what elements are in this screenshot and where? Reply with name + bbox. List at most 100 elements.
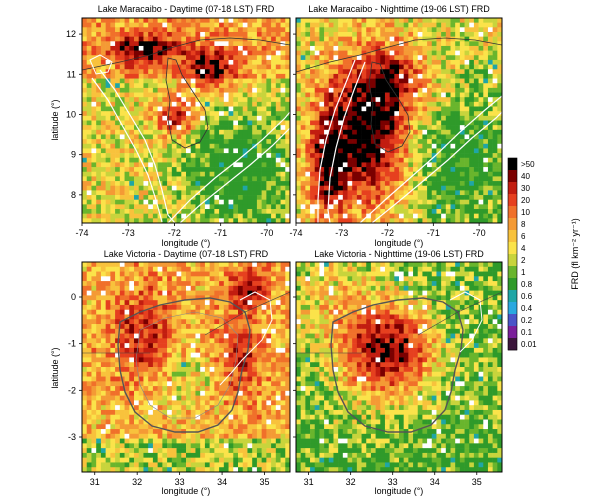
heatmap-cell — [110, 367, 116, 373]
heatmap-cell — [314, 185, 320, 191]
heatmap-cell — [209, 304, 215, 311]
heatmap-cell — [214, 213, 220, 219]
heatmap-cell — [319, 134, 325, 140]
heatmap-cell — [261, 129, 267, 135]
heatmap-cell — [134, 153, 140, 159]
heatmap-cell — [148, 300, 154, 306]
heatmap-cell — [233, 50, 239, 56]
heatmap-cell — [143, 111, 149, 117]
heatmap-cell — [129, 73, 135, 79]
heatmap-cell — [171, 176, 177, 182]
heatmap-cell — [176, 73, 182, 79]
heatmap-cell — [162, 362, 168, 368]
heatmap-cell — [186, 97, 192, 103]
heatmap-cell — [171, 276, 177, 282]
heatmap-cell — [219, 115, 225, 121]
heatmap-cell — [233, 101, 239, 107]
heatmap-cell — [115, 276, 121, 282]
heatmap-cell — [487, 162, 493, 168]
heatmap-cell — [138, 357, 144, 363]
heatmap-cell — [338, 218, 344, 223]
heatmap-cell — [242, 209, 248, 214]
heatmap-cell — [431, 41, 437, 47]
heatmap-cell — [492, 27, 498, 33]
heatmap-cell — [209, 199, 215, 205]
heatmap-cell — [324, 181, 330, 187]
heatmap-cell — [352, 153, 358, 159]
heatmap-cell — [167, 64, 173, 70]
heatmap-cell — [247, 319, 253, 325]
heatmap-cell — [459, 111, 465, 117]
heatmap-cell — [256, 106, 262, 112]
heatmap-cell — [190, 171, 196, 177]
heatmap-cell — [115, 266, 121, 272]
heatmap-cell — [487, 195, 493, 201]
heatmap-cell — [247, 92, 253, 98]
heatmap-cell — [252, 87, 258, 93]
heatmap-cell — [110, 357, 116, 363]
heatmap-cell — [464, 31, 470, 37]
heatmap-cell — [338, 209, 344, 214]
heatmap-cell — [469, 27, 475, 33]
heatmap-cell — [167, 171, 173, 177]
heatmap-cell — [115, 352, 121, 358]
heatmap-cell — [181, 357, 187, 363]
heatmap-cell — [86, 281, 92, 287]
heatmap-cell — [436, 139, 442, 145]
heatmap-cell — [228, 101, 234, 107]
heatmap-cell — [455, 176, 461, 182]
heatmap-cell — [296, 92, 301, 98]
heatmap-cell — [219, 285, 225, 291]
heatmap-cell — [115, 209, 121, 214]
heatmap-cell — [110, 324, 116, 330]
heatmap-cell — [370, 97, 376, 103]
heatmap-cell — [119, 106, 125, 112]
heatmap-cell — [200, 333, 206, 339]
heatmap-cell — [110, 55, 116, 61]
heatmap-cell — [296, 171, 301, 177]
heatmap-cell — [384, 176, 390, 182]
heatmap-cell — [352, 162, 358, 168]
heatmap-cell — [394, 83, 400, 89]
heatmap-cell — [119, 319, 125, 325]
heatmap-cell — [275, 171, 281, 177]
heatmap-cell — [96, 18, 102, 23]
heatmap-cell — [138, 36, 144, 42]
heatmap-cell — [352, 148, 358, 154]
heatmap-cell — [228, 148, 234, 154]
heatmap-cell — [157, 338, 163, 344]
heatmap-cell — [124, 333, 130, 339]
heatmap-cell — [375, 190, 381, 196]
heatmap-cell — [431, 31, 437, 37]
heatmap-cell — [204, 357, 210, 363]
heatmap-cell — [296, 115, 301, 121]
heatmap-cell — [338, 31, 344, 37]
heatmap-cell — [266, 78, 272, 84]
heatmap-cell — [300, 190, 306, 196]
heatmap-cell — [408, 176, 414, 182]
heatmap-cell — [96, 343, 102, 349]
heatmap-cell — [455, 106, 461, 112]
heatmap-cell — [497, 69, 502, 75]
heatmap-cell — [389, 209, 395, 214]
heatmap-cell — [105, 134, 111, 140]
heatmap-cell — [129, 314, 135, 320]
heatmap-cell — [300, 78, 306, 84]
heatmap-cell — [233, 143, 239, 149]
heatmap-cell — [162, 266, 168, 272]
heatmap-cell — [100, 204, 106, 210]
heatmap-cell — [96, 87, 102, 93]
heatmap-cell — [384, 97, 390, 103]
heatmap-cell — [86, 314, 92, 320]
heatmap-cell — [252, 78, 258, 84]
heatmap-cell — [310, 59, 316, 65]
heatmap-cell — [124, 319, 130, 325]
heatmap-cell — [483, 36, 489, 42]
heatmap-cell — [247, 262, 253, 268]
heatmap-cell — [228, 357, 234, 363]
heatmap-cell — [171, 97, 177, 103]
heatmap-cell — [487, 213, 493, 219]
heatmap-cell — [214, 106, 220, 112]
heatmap-cell — [492, 143, 498, 149]
heatmap-cell — [459, 204, 465, 210]
